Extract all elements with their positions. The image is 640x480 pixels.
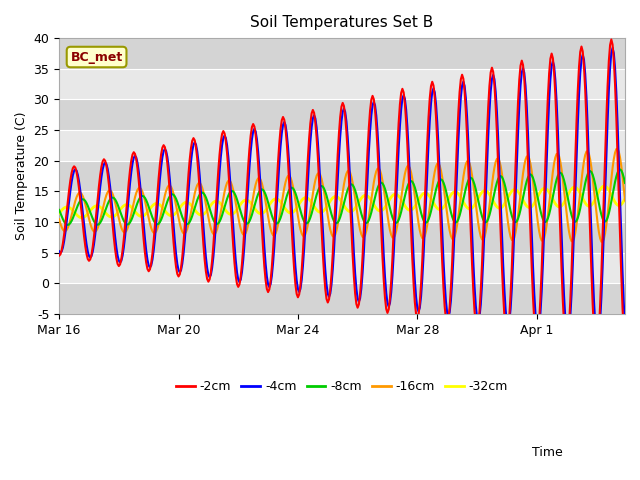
Bar [59, 38, 625, 69]
Bar [59, 192, 625, 222]
Title: Soil Temperatures Set B: Soil Temperatures Set B [250, 15, 434, 30]
Bar [59, 99, 625, 130]
Bar [59, 69, 625, 99]
Legend: -2cm, -4cm, -8cm, -16cm, -32cm: -2cm, -4cm, -8cm, -16cm, -32cm [171, 375, 513, 398]
Y-axis label: Soil Temperature (C): Soil Temperature (C) [15, 112, 28, 240]
Bar [59, 161, 625, 192]
Bar [59, 283, 625, 314]
Text: BC_met: BC_met [70, 50, 123, 63]
Bar [59, 130, 625, 161]
Text: Time: Time [532, 446, 563, 459]
Bar [59, 222, 625, 252]
Bar [59, 252, 625, 283]
